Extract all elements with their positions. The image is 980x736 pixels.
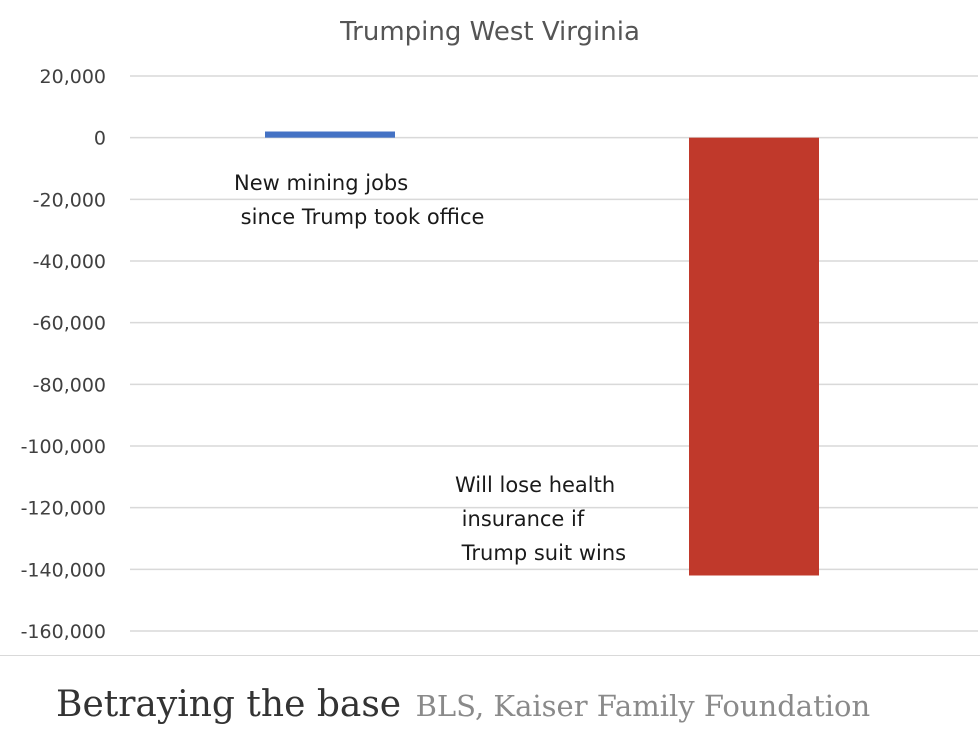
chart-title: Trumping West Virginia — [339, 17, 640, 47]
y-tick-label: -60,000 — [33, 313, 106, 335]
y-axis-tick-labels: 20,000 0 -20,000 -40,000 -60,000 -80,000 -100,… — [21, 66, 106, 643]
caption-title: Betraying the base — [56, 684, 402, 725]
y-tick-label: -140,000 — [21, 559, 106, 581]
bar-mining-jobs — [265, 131, 395, 138]
annotation-line: since Trump took office — [234, 205, 484, 229]
y-tick-label: -20,000 — [33, 189, 106, 211]
y-tick-label: -80,000 — [33, 374, 106, 396]
annotation-line: New mining jobs — [234, 171, 408, 195]
annotation-health-insurance: Will lose health insurance if Trump suit… — [455, 473, 626, 565]
y-tick-label: -40,000 — [33, 251, 106, 273]
annotation-line: insurance if — [455, 507, 585, 531]
y-tick-label: -120,000 — [21, 498, 106, 520]
bars — [265, 131, 819, 576]
annotation-line: Trump suit wins — [455, 541, 626, 565]
y-tick-label: 20,000 — [40, 66, 106, 88]
y-tick-label: 0 — [94, 128, 106, 150]
chart-frame: Trumping West Virginia 20,000 0 -20,000 -40… — [0, 17, 980, 656]
chart: Trumping West Virginia 20,000 0 -20,000 -40… — [21, 17, 978, 643]
caption: Betraying the base BLS, Kaiser Family Fo… — [56, 684, 870, 725]
annotation-line: Will lose health — [455, 473, 615, 497]
annotation-mining-jobs: New mining jobs since Trump took office — [234, 171, 484, 229]
caption-credit: BLS, Kaiser Family Foundation — [415, 689, 871, 723]
annotations: New mining jobs since Trump took office W… — [234, 171, 626, 565]
y-tick-label: -160,000 — [21, 621, 106, 643]
y-tick-label: -100,000 — [21, 436, 106, 458]
bar-health-insurance-loss — [689, 137, 819, 576]
